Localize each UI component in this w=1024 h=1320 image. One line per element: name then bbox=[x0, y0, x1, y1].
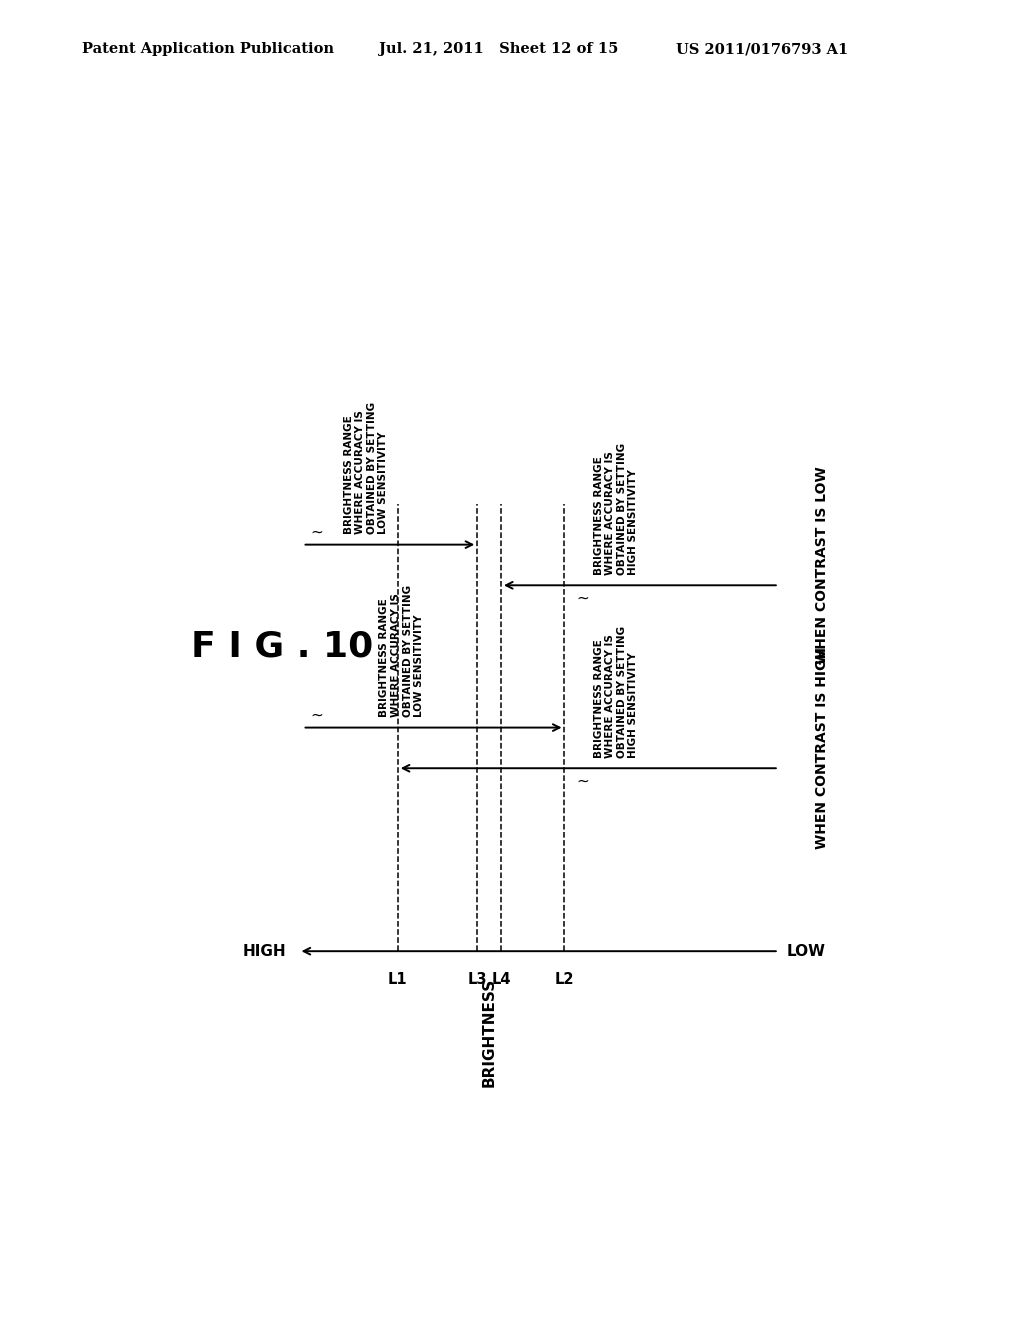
Text: ~: ~ bbox=[577, 774, 589, 788]
Text: ~: ~ bbox=[310, 708, 324, 722]
Text: BRIGHTNESS: BRIGHTNESS bbox=[481, 978, 497, 1088]
Text: L3: L3 bbox=[467, 972, 487, 986]
Text: WHEN CONTRAST IS LOW: WHEN CONTRAST IS LOW bbox=[815, 466, 829, 664]
Text: L4: L4 bbox=[492, 972, 511, 986]
Text: Jul. 21, 2011   Sheet 12 of 15: Jul. 21, 2011 Sheet 12 of 15 bbox=[379, 42, 618, 57]
Text: ~: ~ bbox=[577, 590, 589, 606]
Text: LOW: LOW bbox=[786, 944, 825, 958]
Text: Patent Application Publication: Patent Application Publication bbox=[82, 42, 334, 57]
Text: BRIGHTNESS RANGE
WHERE ACCURACY IS
OBTAINED BY SETTING
LOW SENSITIVITY: BRIGHTNESS RANGE WHERE ACCURACY IS OBTAI… bbox=[380, 585, 424, 718]
Text: ~: ~ bbox=[310, 524, 324, 540]
Text: L2: L2 bbox=[555, 972, 574, 986]
Text: US 2011/0176793 A1: US 2011/0176793 A1 bbox=[676, 42, 848, 57]
Text: WHEN CONTRAST IS HIGH: WHEN CONTRAST IS HIGH bbox=[815, 647, 829, 849]
Text: F I G . 10: F I G . 10 bbox=[191, 630, 374, 663]
Text: BRIGHTNESS RANGE
WHERE ACCURACY IS
OBTAINED BY SETTING
HIGH SENSITIVITY: BRIGHTNESS RANGE WHERE ACCURACY IS OBTAI… bbox=[594, 444, 639, 576]
Text: BRIGHTNESS RANGE
WHERE ACCURACY IS
OBTAINED BY SETTING
LOW SENSITIVITY: BRIGHTNESS RANGE WHERE ACCURACY IS OBTAI… bbox=[344, 403, 388, 535]
Text: BRIGHTNESS RANGE
WHERE ACCURACY IS
OBTAINED BY SETTING
HIGH SENSITIVITY: BRIGHTNESS RANGE WHERE ACCURACY IS OBTAI… bbox=[594, 626, 639, 758]
Text: L1: L1 bbox=[388, 972, 408, 986]
Text: HIGH: HIGH bbox=[243, 944, 287, 958]
